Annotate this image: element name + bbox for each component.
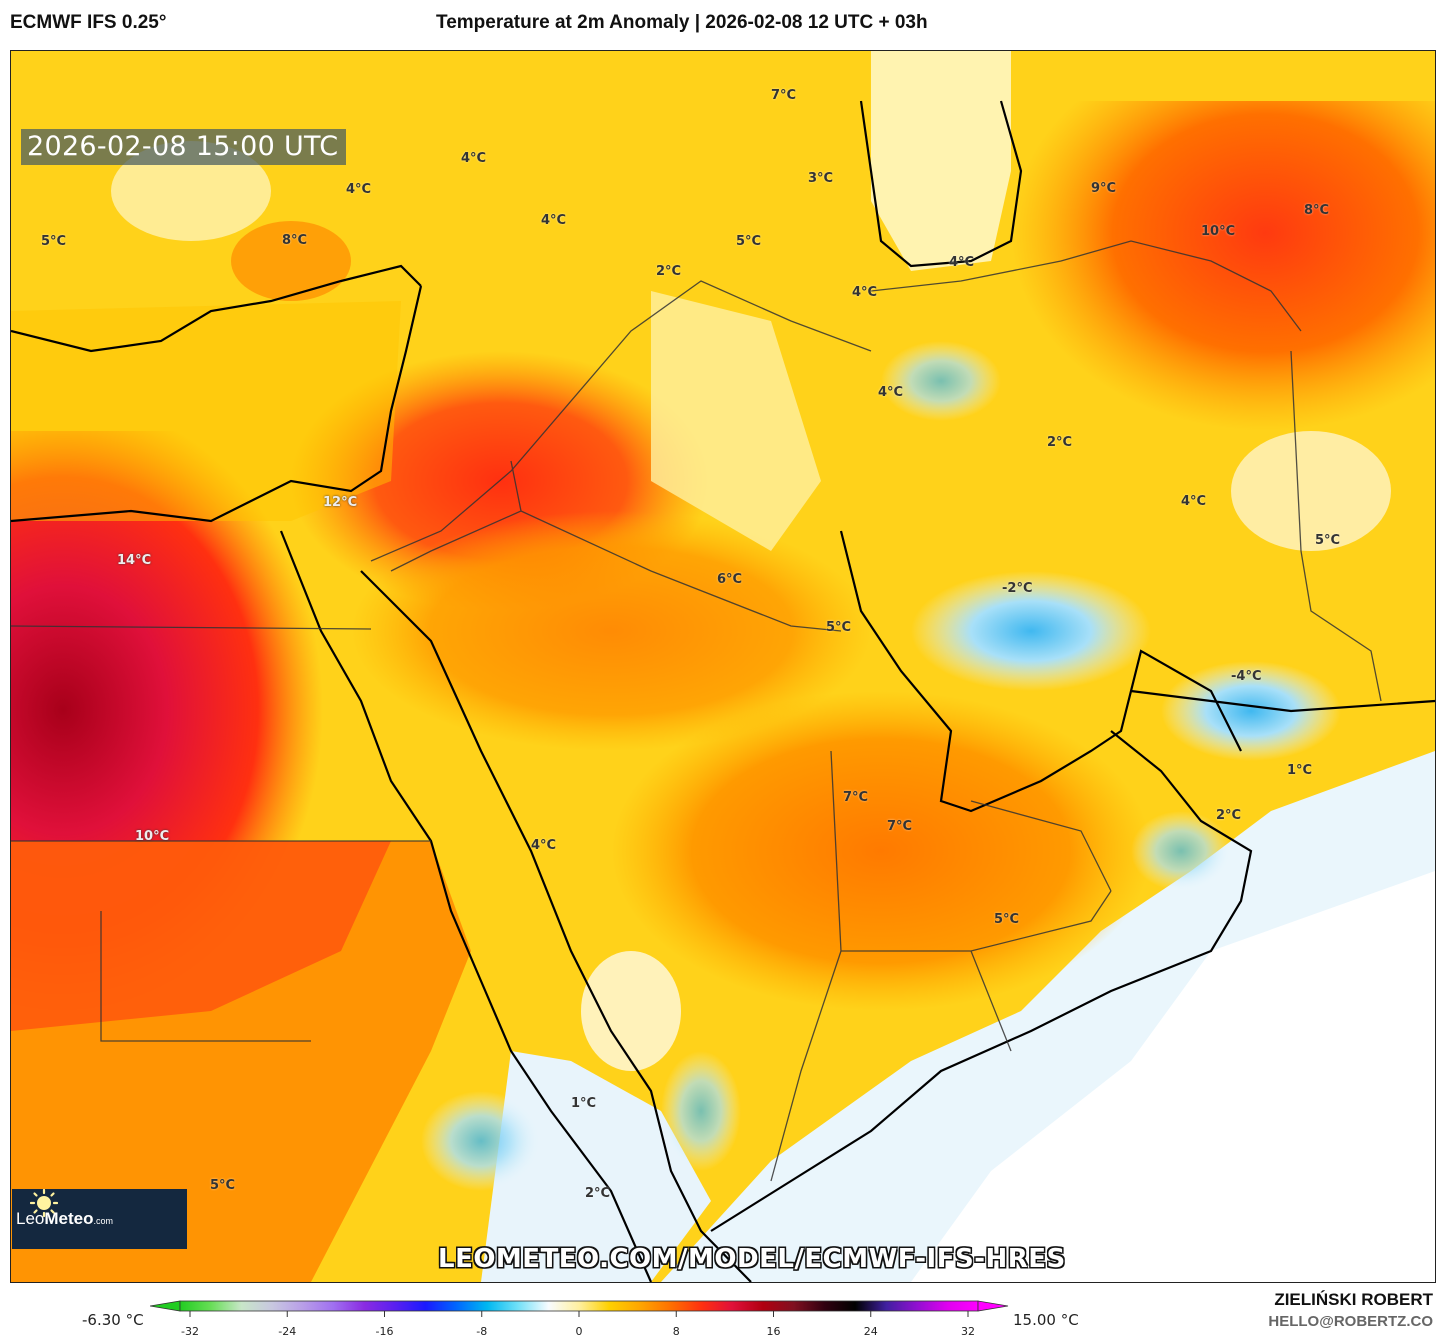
contour-label: 4°C xyxy=(346,182,372,197)
colorbar-tick: 24 xyxy=(863,1325,878,1338)
colorbar-tick: -8 xyxy=(476,1325,488,1338)
colorbar xyxy=(150,1300,1009,1317)
contour-label: 4°C xyxy=(852,285,878,300)
colorbar-tick: -24 xyxy=(278,1325,297,1338)
author-name: ZIELIŃSKI ROBERT xyxy=(1274,1290,1433,1309)
leometeo-logo: LeoMeteo.com xyxy=(12,1189,187,1249)
contour-label: 5°C xyxy=(1315,533,1341,548)
contour-label: 3°C xyxy=(808,171,834,186)
contour-label: -4°C xyxy=(1231,669,1262,684)
contour-label: 5°C xyxy=(826,620,852,635)
contour-label: 7°C xyxy=(843,790,869,805)
country-borders xyxy=(11,240,1382,1182)
contour-label: 9°C xyxy=(1091,181,1117,196)
contour-label: 8°C xyxy=(282,233,308,248)
contour-label: 7°C xyxy=(771,88,797,103)
contour-label: 4°C xyxy=(531,838,557,853)
contour-label: 2°C xyxy=(656,264,682,279)
colorbar-tick: -16 xyxy=(375,1325,394,1338)
colorbar-tick: 32 xyxy=(961,1325,975,1338)
colorbar-tick: 0 xyxy=(575,1325,583,1338)
contour-label: 4°C xyxy=(541,213,567,228)
contour-label: 5°C xyxy=(41,234,67,249)
contour-label: 5°C xyxy=(210,1178,236,1193)
contour-label: 12°C xyxy=(323,495,358,510)
logo-text: LeoMeteo.com xyxy=(16,1209,114,1228)
contour-label: 2°C xyxy=(1047,435,1073,450)
contour-label: 2°C xyxy=(1216,808,1242,823)
author-email: HELLO@ROBERTZ.CO xyxy=(1268,1313,1433,1330)
colorbar-tick: 8 xyxy=(672,1325,680,1338)
contour-label: 1°C xyxy=(571,1096,597,1111)
contour-label: 7°C xyxy=(887,819,913,834)
contour-label: 5°C xyxy=(994,912,1020,927)
contour-label: -2°C xyxy=(1002,581,1033,596)
chart-title: Temperature at 2m Anomaly | 2026-02-08 1… xyxy=(436,12,928,33)
model-name: ECMWF IFS 0.25° xyxy=(10,12,167,33)
valid-time-badge: 2026-02-08 15:00 UTC xyxy=(21,129,347,165)
contour-label: 4°C xyxy=(878,385,904,400)
temperature-anomaly-map: 2026-02-08 15:00 UTC 7°C 4°C 4°C 3°C 9°C 8°C 1… xyxy=(10,50,1436,1283)
colorbar-tick: -32 xyxy=(181,1325,199,1338)
contour-label: 4°C xyxy=(1181,494,1207,509)
contour-label: 10°C xyxy=(135,829,170,844)
contour-label: 5°C xyxy=(736,234,762,249)
contour-label: 10°C xyxy=(1201,224,1236,239)
contour-label: 6°C xyxy=(717,572,743,587)
sun-icon xyxy=(30,1189,58,1217)
colorbar-min-label: -6.30 °C xyxy=(82,1311,144,1329)
colorbar-max-label: 15.00 °C xyxy=(1013,1311,1079,1329)
contour-label: 8°C xyxy=(1304,203,1330,218)
colorbar-tick: 16 xyxy=(766,1325,781,1338)
contour-label: 4°C xyxy=(461,151,487,166)
contour-label: 2°C xyxy=(585,1186,611,1201)
map-fill xyxy=(11,51,1435,1282)
contour-label: 4°C xyxy=(949,255,975,270)
coastlines xyxy=(11,100,1435,1282)
contour-label: 14°C xyxy=(117,553,152,568)
source-watermark: LEOMETEO.COM/MODEL/ECMWF-IFS-HRES xyxy=(438,1244,1066,1274)
contour-label: 1°C xyxy=(1287,763,1313,778)
